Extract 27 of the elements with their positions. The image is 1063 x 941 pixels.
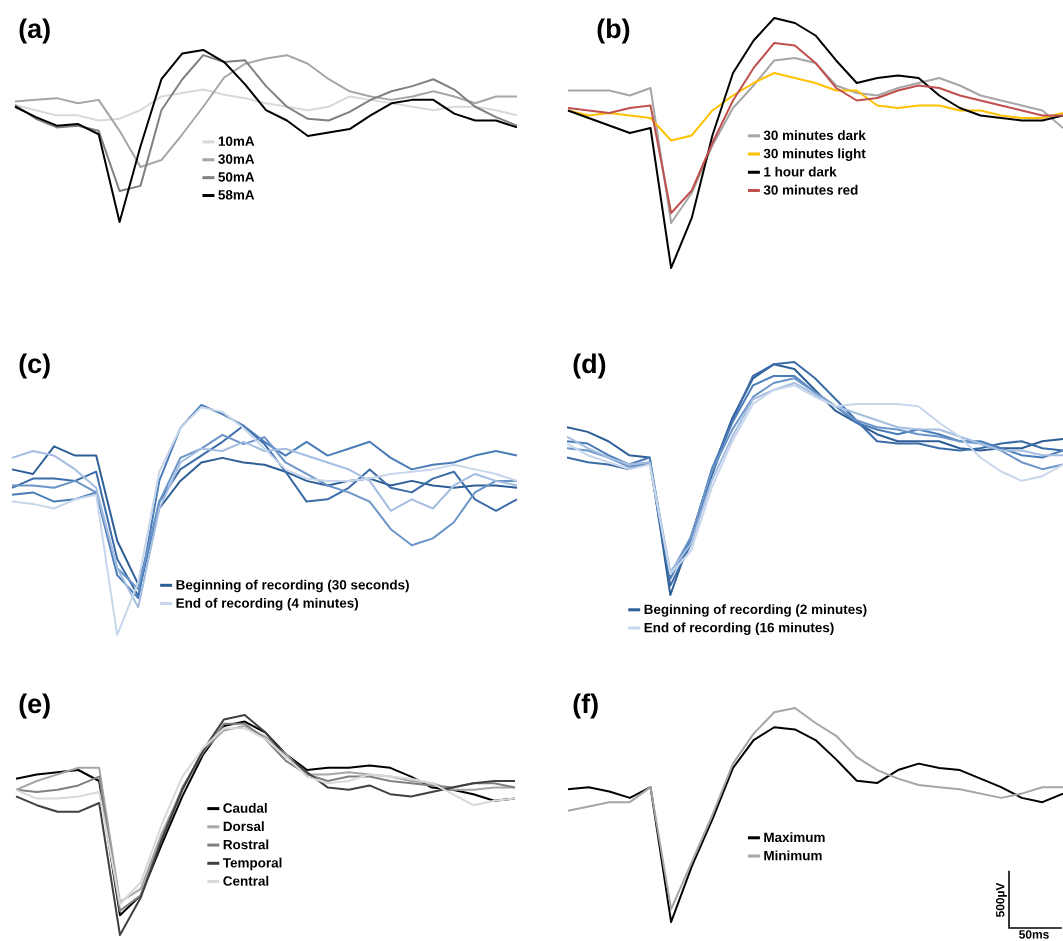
legend-label: Maximum <box>764 832 825 843</box>
legend-label: Rostral <box>223 839 269 850</box>
chart-title: (e) <box>19 693 50 719</box>
chart-title: (c) <box>19 353 50 379</box>
legend-label: 1 hour dark <box>764 166 837 177</box>
chart-title: (d) <box>573 353 606 379</box>
legend-label: Dorsal <box>223 821 264 832</box>
legend-label: Minimum <box>764 850 822 861</box>
chart-title: (f) <box>573 693 598 719</box>
legend-label: 10mA <box>218 136 255 146</box>
legend-label: Caudal <box>223 802 267 813</box>
chart-title: (a) <box>19 18 50 44</box>
legend-label: Temporal <box>222 857 282 871</box>
chart-title: (b) <box>597 18 630 44</box>
legend-label: 30 minutes red <box>763 184 858 195</box>
text: 50ms <box>1019 930 1049 939</box>
legend-label: 30 minutes light <box>763 148 866 161</box>
legend-label: 30 minutes dark <box>763 130 866 141</box>
legend-label: Central <box>223 875 269 886</box>
legend-label: End of recording (16 minutes) <box>644 622 834 635</box>
legend-label: 58mA <box>218 190 255 200</box>
legend-label: Beginning of recording (30 seconds) <box>176 579 409 593</box>
annotation: 500µV <box>995 882 1007 918</box>
legend-label: Beginning of recording (2 minutes) <box>644 604 867 617</box>
legend-label: 30mA <box>218 154 255 164</box>
legend-label: 50mA <box>218 172 255 182</box>
legend-label: End of recording (4 minutes) <box>176 597 359 611</box>
